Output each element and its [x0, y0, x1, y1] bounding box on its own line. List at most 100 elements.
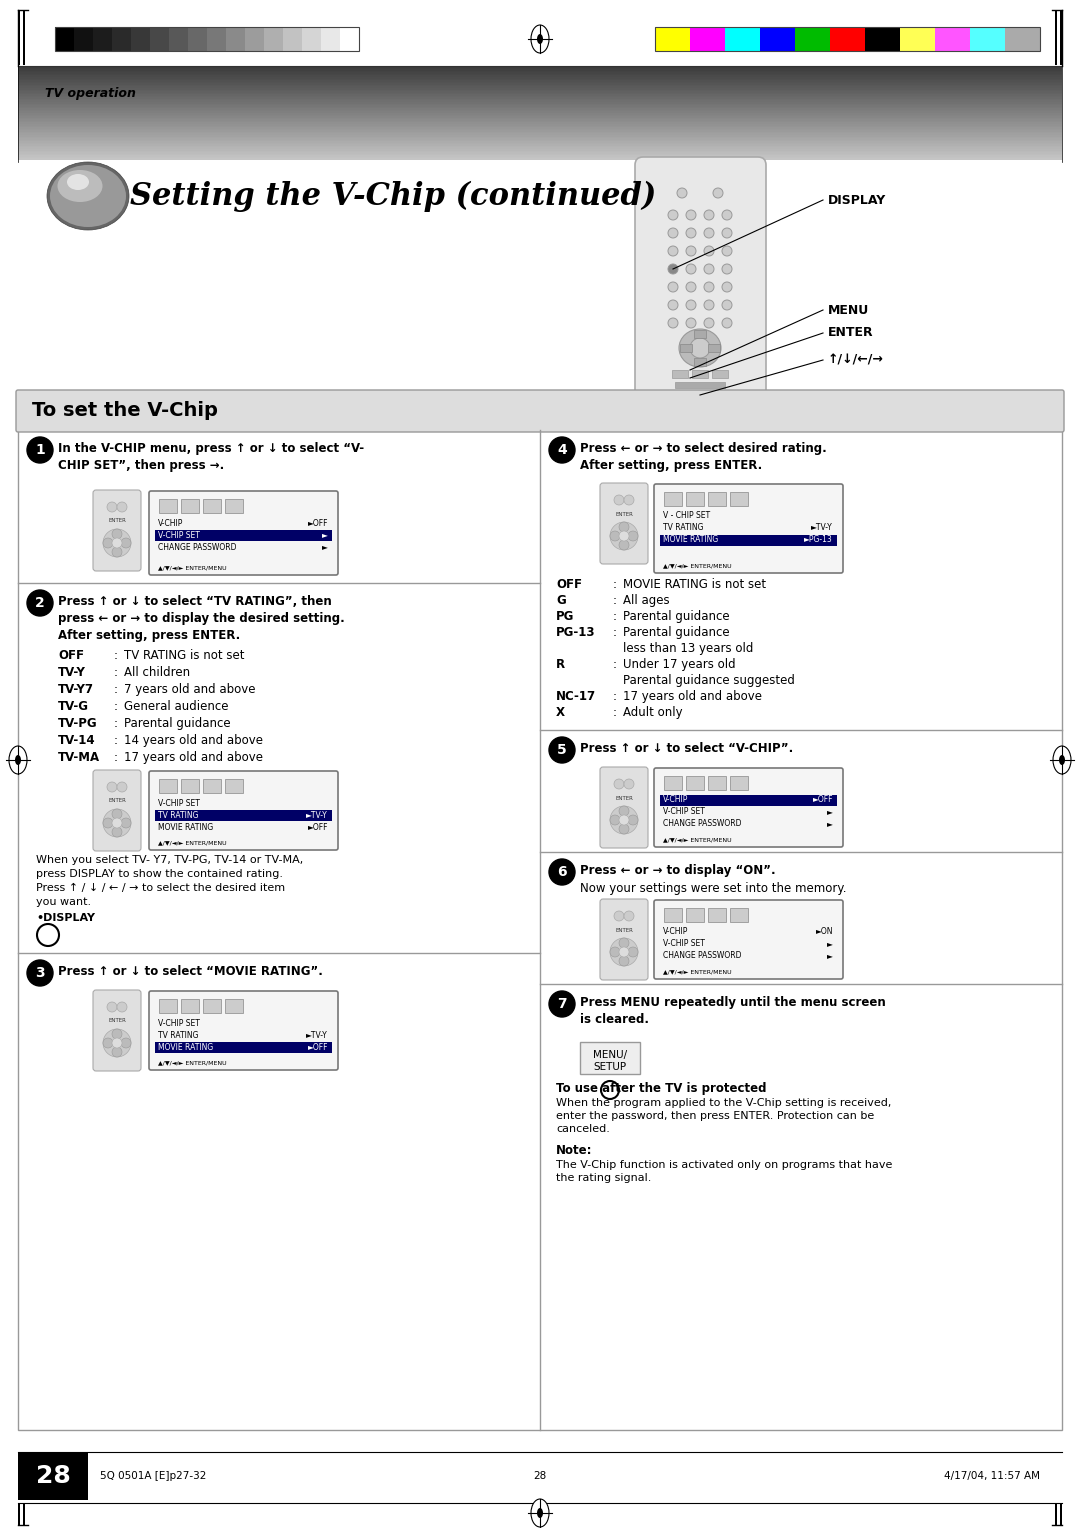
Circle shape: [619, 539, 629, 550]
Text: ▲/▼/◄/► ENTER/MENU: ▲/▼/◄/► ENTER/MENU: [663, 564, 731, 568]
Bar: [18, 144, 1062, 145]
Text: ENTER: ENTER: [616, 512, 633, 516]
Bar: [18, 87, 1062, 89]
Bar: [18, 121, 1062, 122]
Bar: [23, 1504, 25, 1525]
Bar: [18, 134, 1062, 136]
Text: MENU: MENU: [828, 304, 869, 316]
Bar: [18, 113, 1062, 115]
Text: :: :: [613, 594, 617, 607]
Text: :: :: [114, 750, 118, 764]
Bar: [18, 73, 1062, 75]
Circle shape: [103, 529, 131, 558]
Text: :: :: [613, 610, 617, 623]
Text: When you select TV- Y7, TV-PG, TV-14 or TV-MA,: When you select TV- Y7, TV-PG, TV-14 or …: [36, 856, 303, 865]
Text: 14 years old and above: 14 years old and above: [124, 733, 264, 747]
Text: :: :: [114, 666, 118, 678]
Text: V-CHIP: V-CHIP: [158, 518, 184, 527]
Text: the rating signal.: the rating signal.: [556, 1174, 651, 1183]
Bar: [18, 125, 1062, 127]
Circle shape: [669, 246, 678, 257]
Bar: [708, 492, 726, 506]
Text: ►: ►: [827, 807, 833, 816]
Circle shape: [103, 1028, 131, 1057]
Bar: [664, 776, 681, 790]
Circle shape: [121, 538, 131, 549]
Text: TV RATING: TV RATING: [158, 1030, 199, 1039]
Text: OFF: OFF: [556, 578, 582, 591]
Circle shape: [723, 228, 732, 238]
Circle shape: [669, 299, 678, 310]
Bar: [159, 500, 177, 513]
Circle shape: [677, 188, 687, 199]
Text: ▲/▼/◄/► ENTER/MENU: ▲/▼/◄/► ENTER/MENU: [663, 969, 731, 975]
Text: :: :: [613, 659, 617, 671]
Circle shape: [619, 824, 629, 834]
Text: TV RATING: TV RATING: [158, 810, 199, 819]
Bar: [18, 101, 1062, 102]
Circle shape: [627, 814, 638, 825]
Text: :: :: [613, 578, 617, 591]
Circle shape: [686, 318, 696, 329]
Text: 3: 3: [36, 966, 44, 979]
Text: Parental guidance suggested: Parental guidance suggested: [623, 674, 795, 688]
Circle shape: [624, 911, 634, 921]
Bar: [159, 999, 177, 1013]
Text: MOVIE RATING: MOVIE RATING: [158, 1042, 213, 1051]
Circle shape: [619, 814, 629, 825]
Text: To set the V-Chip: To set the V-Chip: [32, 402, 218, 420]
Text: ►OFF: ►OFF: [308, 518, 328, 527]
Bar: [181, 500, 199, 513]
Bar: [18, 110, 1062, 112]
Bar: [18, 11, 21, 66]
Bar: [18, 131, 1062, 133]
Bar: [18, 104, 1062, 105]
Circle shape: [615, 911, 624, 921]
Bar: [18, 118, 1062, 119]
Circle shape: [103, 1038, 113, 1048]
Text: Adult only: Adult only: [623, 706, 683, 720]
Bar: [686, 776, 704, 790]
Text: ►PG-13: ►PG-13: [805, 535, 833, 544]
Text: ▲/▼/◄/► ENTER/MENU: ▲/▼/◄/► ENTER/MENU: [158, 565, 227, 570]
Text: :: :: [114, 649, 118, 662]
Text: TV-MA: TV-MA: [58, 750, 100, 764]
Text: Press ← or → to display “ON”.: Press ← or → to display “ON”.: [580, 863, 775, 877]
FancyBboxPatch shape: [635, 157, 766, 403]
Bar: [680, 344, 692, 351]
Bar: [18, 84, 1062, 87]
Text: PG-13: PG-13: [556, 626, 595, 639]
Text: ►OFF: ►OFF: [812, 796, 833, 805]
Text: TV RATING: TV RATING: [663, 524, 703, 532]
Bar: [1005, 28, 1040, 50]
Text: Press ↑ / ↓ / ← / → to select the desired item: Press ↑ / ↓ / ← / → to select the desire…: [36, 883, 285, 892]
Bar: [156, 530, 332, 541]
Circle shape: [610, 938, 638, 966]
Circle shape: [549, 736, 575, 762]
Text: All children: All children: [124, 666, 190, 678]
FancyBboxPatch shape: [16, 390, 1064, 432]
Text: :: :: [613, 626, 617, 639]
Circle shape: [686, 246, 696, 257]
Text: ►: ►: [827, 819, 833, 828]
Text: TV-G: TV-G: [58, 700, 89, 714]
Circle shape: [112, 529, 122, 539]
Circle shape: [704, 228, 714, 238]
Text: :: :: [613, 691, 617, 703]
Text: Press MENU repeatedly until the menu screen
is cleared.: Press MENU repeatedly until the menu scr…: [580, 996, 886, 1025]
Text: TV-PG: TV-PG: [58, 717, 97, 730]
Circle shape: [112, 808, 122, 819]
Circle shape: [686, 228, 696, 238]
Text: less than 13 years old: less than 13 years old: [623, 642, 754, 656]
Circle shape: [704, 283, 714, 292]
Circle shape: [704, 318, 714, 329]
Bar: [226, 28, 245, 50]
Bar: [580, 1042, 640, 1074]
Text: ►ON: ►ON: [815, 927, 833, 937]
Text: Note:: Note:: [556, 1144, 593, 1157]
Text: X: X: [556, 706, 565, 720]
Bar: [18, 429, 1062, 1430]
Bar: [730, 492, 748, 506]
Circle shape: [610, 523, 638, 550]
Bar: [760, 28, 795, 50]
